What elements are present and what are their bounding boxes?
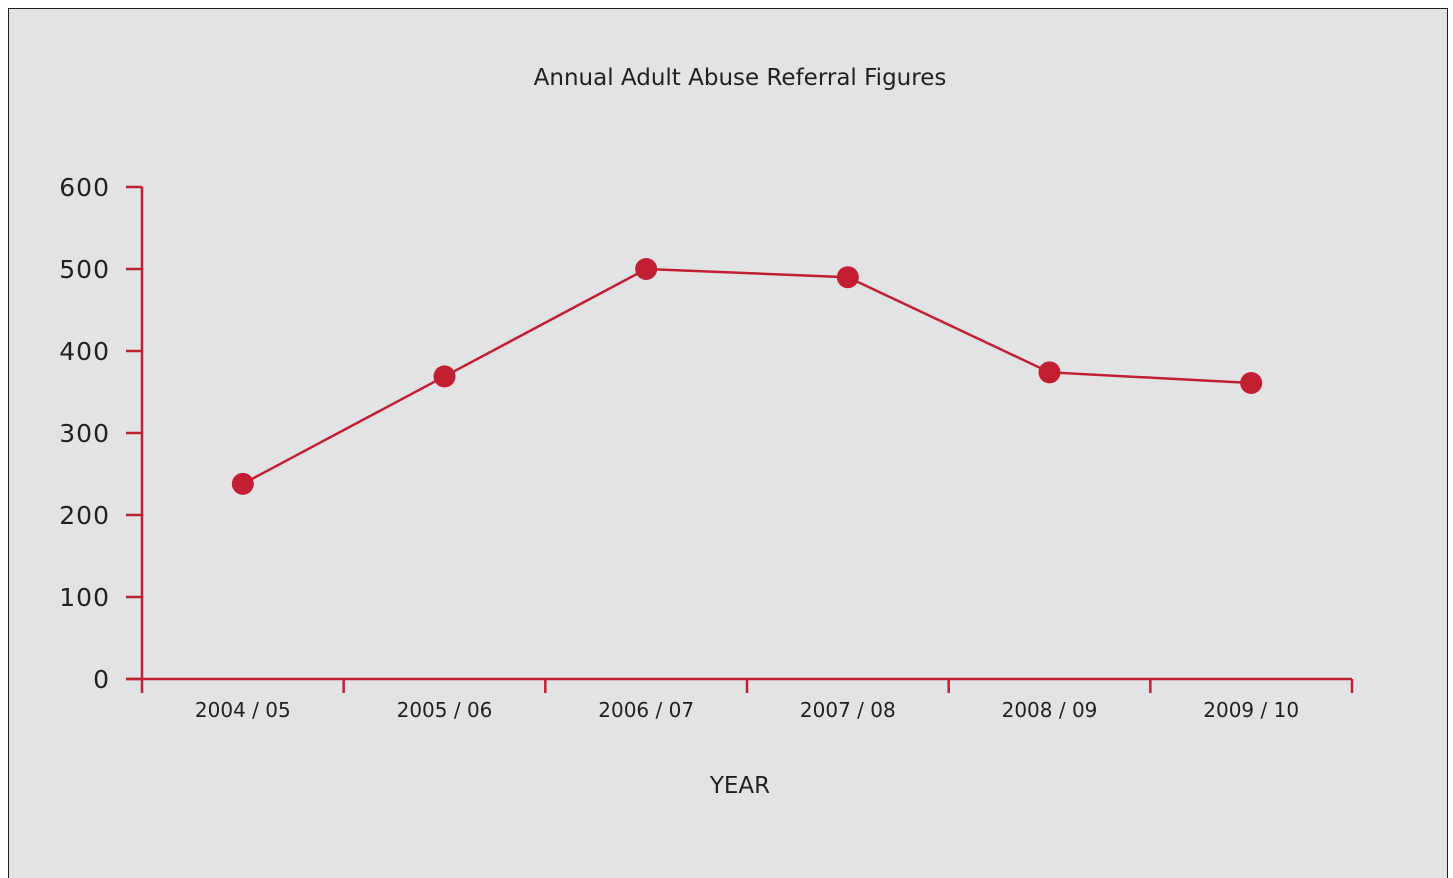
y-tick-label: 500	[59, 255, 110, 284]
x-axis-label: YEAR	[709, 773, 770, 799]
data-point	[231, 472, 254, 495]
y-tick-label: 600	[59, 173, 110, 202]
x-tick-label: 2004 / 05	[195, 698, 291, 722]
chart-frame	[8, 8, 1448, 878]
series-line-group	[231, 258, 1263, 495]
chart-title: Annual Adult Abuse Referral Figures	[534, 65, 947, 91]
y-tick-label: 400	[59, 337, 110, 366]
x-axis: 2004 / 05 2005 / 06 2006 / 07 2007 / 08 2008…	[126, 677, 1354, 722]
x-tick-label: 2008 / 09	[1002, 698, 1098, 722]
data-point	[1038, 361, 1061, 384]
x-tick-label: 2005 / 06	[397, 698, 493, 722]
data-point	[1240, 371, 1263, 394]
x-tick-label: 2006 / 07	[598, 698, 694, 722]
y-tick-label: 300	[59, 419, 110, 448]
x-tick-label: 2009 / 10	[1203, 698, 1299, 722]
y-tick-label: 0	[93, 665, 110, 694]
series-line	[242, 267, 1252, 485]
data-point	[433, 365, 456, 388]
x-tick-label: 2007 / 08	[800, 698, 896, 722]
data-point	[635, 258, 658, 280]
y-tick-label: 200	[59, 501, 110, 530]
data-point	[836, 266, 859, 289]
y-tick-label: 100	[59, 583, 110, 612]
y-axis: 0 100 200 300 400 500 600	[59, 173, 144, 694]
